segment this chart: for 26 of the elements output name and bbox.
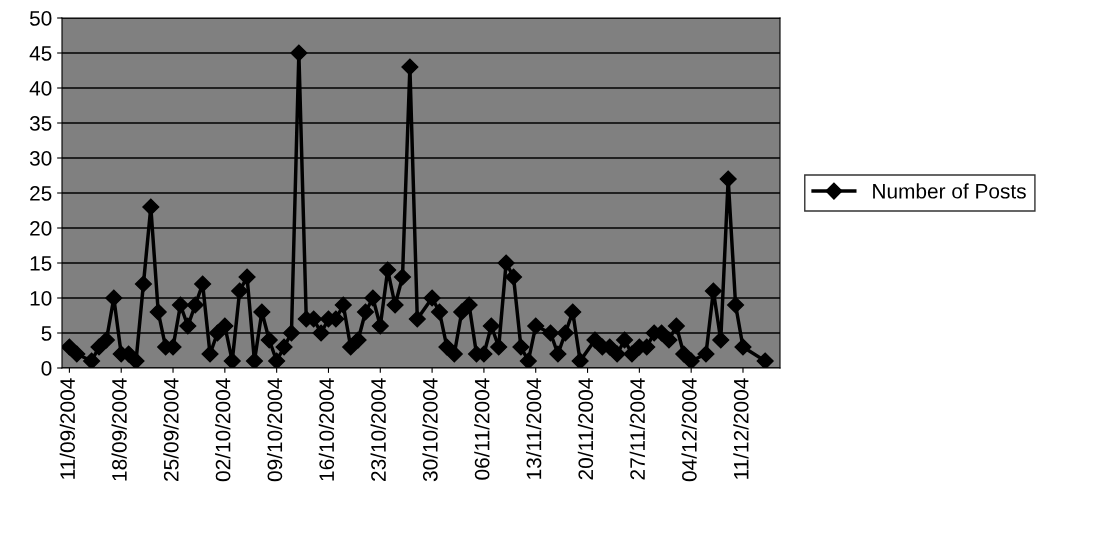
y-tick-label: 35 xyxy=(29,116,52,131)
y-tick-label: 45 xyxy=(29,46,52,61)
x-tick-label: 13/11/2004 xyxy=(526,378,542,479)
x-tick-label: 11/09/2004 xyxy=(59,378,75,479)
x-tick-label: 25/09/2004 xyxy=(163,378,179,481)
x-tick-label: 02/10/2004 xyxy=(215,378,231,482)
x-tick-label: 16/10/2004 xyxy=(318,378,335,481)
y-tick-label: 15 xyxy=(30,256,52,271)
x-tick-label: 09/10/2004 xyxy=(266,378,283,482)
x-tick-label: 18/09/2004 xyxy=(111,378,127,481)
y-tick-label: 30 xyxy=(29,151,52,166)
x-tick-label: 20/11/2004 xyxy=(577,378,594,480)
y-tick-label: 20 xyxy=(30,221,52,236)
y-tick-label: 40 xyxy=(29,81,52,96)
x-tick-label: 04/12/2004 xyxy=(681,378,697,482)
y-tick-label: 25 xyxy=(30,186,52,201)
legend-label: Number of Posts xyxy=(873,183,1026,199)
y-tick-label: 0 xyxy=(41,361,52,376)
x-tick-label: 06/11/2004 xyxy=(474,378,490,480)
x-tick-label: 11/12/2004 xyxy=(733,378,749,479)
x-tick-label: 23/10/2004 xyxy=(370,378,386,481)
y-tick-label: 5 xyxy=(41,326,52,341)
x-tick-label: 30/10/2004 xyxy=(422,378,438,482)
y-tick-label: 10 xyxy=(30,291,52,306)
y-tick-label: 50 xyxy=(29,11,52,26)
x-tick-label: 27/11/2004 xyxy=(629,378,645,480)
